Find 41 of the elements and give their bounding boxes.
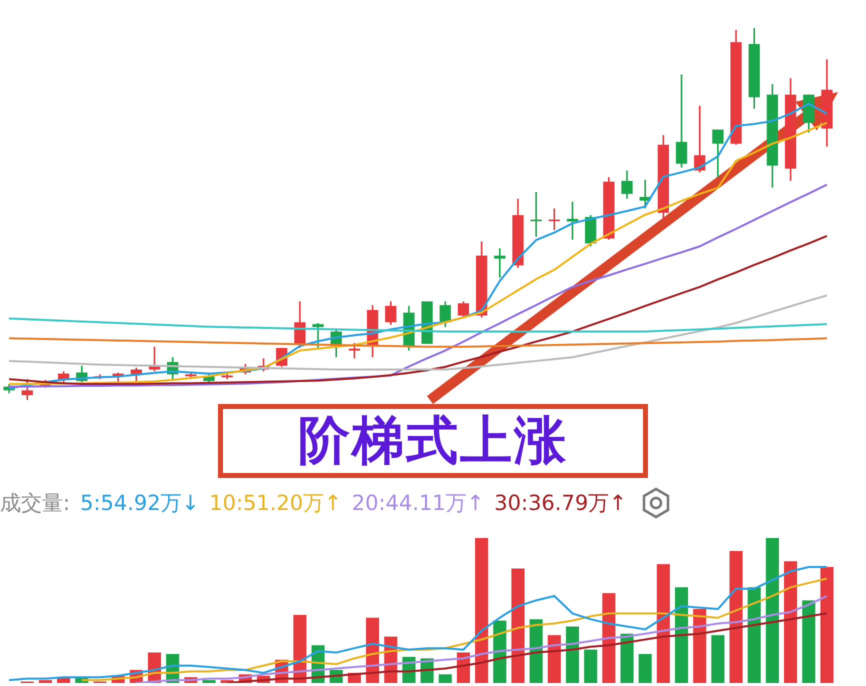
text: 阶梯式上涨 [218, 404, 648, 478]
legend-title: 成交量: [0, 490, 70, 517]
text: 20:44.11万↑ [352, 490, 484, 517]
bar [730, 551, 743, 683]
bar [638, 654, 652, 683]
candlestick [530, 191, 542, 238]
bar [802, 600, 816, 683]
bar [620, 634, 634, 683]
bar [584, 650, 598, 683]
bar [511, 568, 524, 683]
bar [530, 619, 543, 683]
candlestick [676, 74, 688, 168]
bar [548, 635, 561, 683]
bar [784, 561, 798, 683]
bar [38, 680, 52, 683]
candlestick [712, 128, 724, 178]
candlestick [548, 208, 560, 231]
bar [438, 674, 452, 683]
bar [202, 680, 216, 683]
bar [674, 587, 688, 683]
candlestick [440, 300, 451, 328]
bar [693, 609, 706, 683]
candlestick [458, 300, 470, 318]
candlestick [621, 170, 633, 200]
candlestick [566, 200, 578, 240]
bar [602, 593, 616, 683]
text: 5:54.92万↓ [80, 490, 200, 517]
bar [766, 538, 779, 683]
bar [820, 567, 834, 683]
text: 10:51.20万↑ [209, 490, 342, 517]
bar [656, 564, 670, 683]
candlestick [22, 378, 33, 401]
candlestick [494, 247, 506, 278]
candlestick [385, 300, 396, 326]
text: 30:36.79万↑ [494, 490, 627, 517]
candlestick [348, 342, 360, 360]
bar [748, 587, 761, 683]
bar [475, 538, 488, 683]
bar [711, 635, 724, 683]
candlestick [312, 322, 324, 349]
bar [566, 626, 580, 683]
